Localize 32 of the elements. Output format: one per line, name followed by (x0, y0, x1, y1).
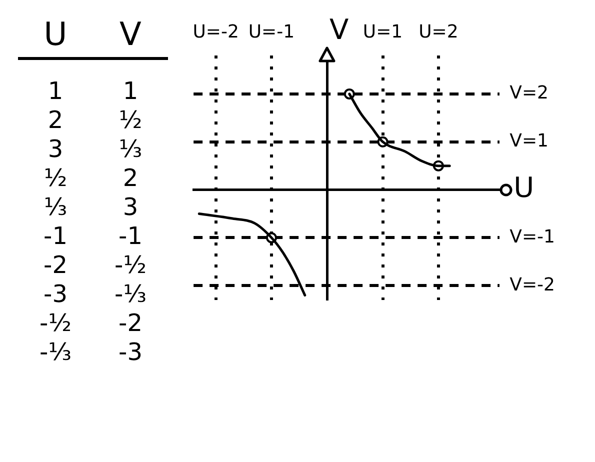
text: -⅓ (38, 338, 72, 366)
text: 2 (122, 164, 140, 192)
text: -2 (118, 308, 144, 336)
x-tick-label: U=-2 (192, 21, 239, 42)
text: 1 (46, 76, 64, 104)
text: ⅓ (42, 192, 68, 220)
x-axis-title: U (514, 171, 534, 204)
text: -3 (118, 338, 144, 366)
y-axis-title: V (330, 12, 349, 46)
text: ⅓ (118, 134, 144, 162)
x-tick-label: U=-1 (248, 21, 295, 42)
x-tick-label: U=2 (418, 21, 458, 42)
text: U (42, 15, 68, 53)
text: ½ (42, 164, 68, 192)
y-tick-label: V=-1 (510, 226, 555, 248)
text: -1 (118, 222, 144, 250)
text: 3 (46, 134, 64, 162)
text: -½ (114, 250, 148, 278)
x-tick-label: U=1 (362, 21, 403, 42)
text: 1 (122, 76, 140, 104)
text: -⅓ (114, 280, 148, 308)
text: -1 (42, 222, 68, 250)
text: 3 (122, 192, 140, 220)
y-tick-label: V=1 (510, 130, 549, 152)
text: 2 (46, 106, 64, 134)
text: -2 (42, 250, 68, 278)
text: V (118, 15, 142, 53)
y-tick-label: V=-2 (510, 274, 555, 296)
text: -½ (38, 308, 72, 336)
y-tick-label: V=2 (510, 82, 549, 104)
text: -3 (42, 280, 68, 308)
text: ½ (118, 106, 144, 134)
